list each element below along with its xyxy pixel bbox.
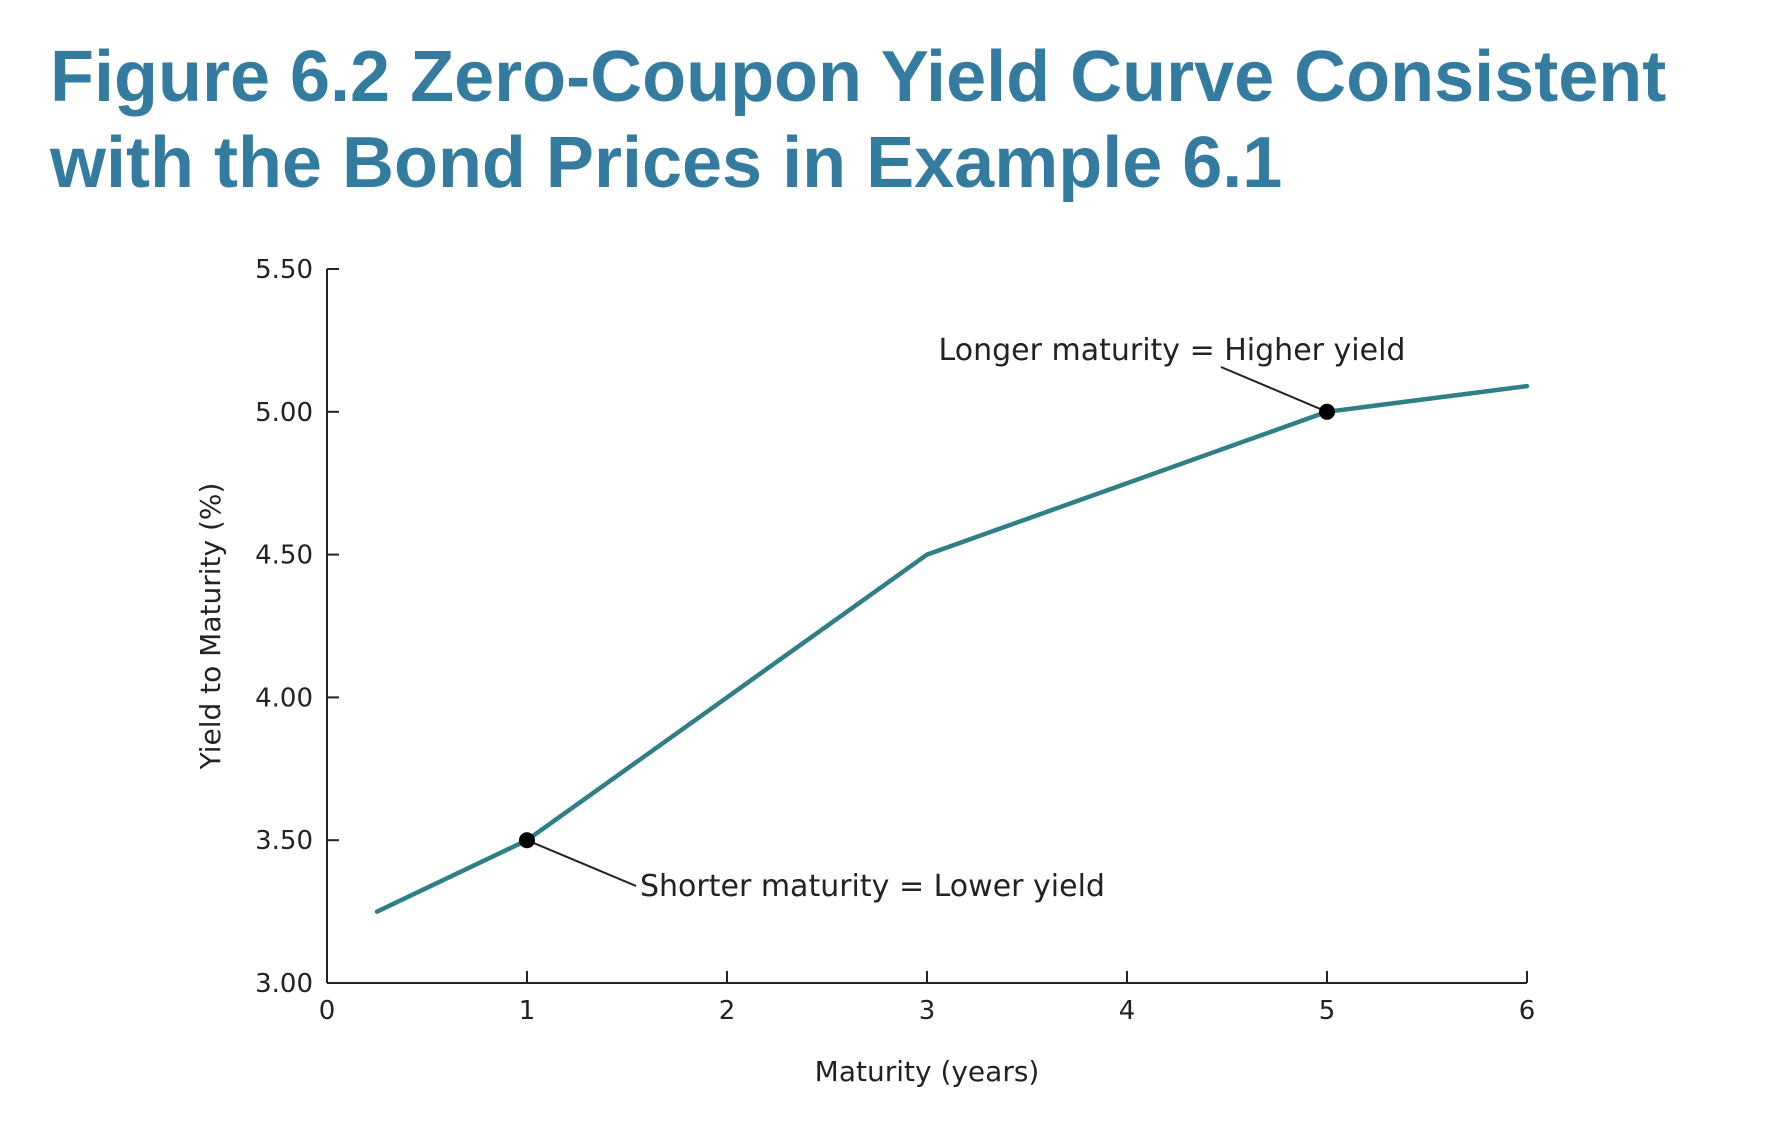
y-tick-label: 3.50 (255, 826, 313, 856)
x-tick-label: 4 (1119, 996, 1136, 1026)
figure-title-line-1: Figure 6.2 Zero-Coupon Yield Curve Consi… (50, 37, 1667, 117)
x-tick-label: 0 (319, 996, 336, 1026)
y-tick-label: 5.00 (255, 398, 313, 428)
figure-title: Figure 6.2 Zero-Coupon Yield Curve Consi… (50, 34, 1700, 206)
x-tick-label: 2 (719, 996, 736, 1026)
annotation-label: Longer maturity = Higher yield (939, 333, 1406, 368)
x-tick-label: 3 (919, 996, 936, 1026)
x-tick-label: 5 (1319, 996, 1336, 1026)
figure-title-line-2: with the Bond Prices in Example 6.1 (50, 123, 1283, 203)
annotation-leader-line (1220, 366, 1328, 413)
x-tick-label: 1 (519, 996, 536, 1026)
x-tick-label: 6 (1519, 996, 1536, 1026)
yield-curve-line (374, 383, 1530, 914)
y-axis-title: Yield to Maturity (%) (194, 483, 227, 771)
highlighted-point-marker (1319, 403, 1335, 420)
annotation-leader-line (526, 839, 637, 887)
y-tick-label: 4.00 (255, 683, 313, 713)
y-tick-label: 5.50 (255, 255, 313, 285)
x-axis-title: Maturity (years) (815, 1055, 1040, 1088)
y-tick-label: 4.50 (255, 541, 313, 571)
y-tick-label: 3.00 (255, 969, 313, 999)
annotation-label: Shorter maturity = Lower yield (640, 869, 1105, 904)
highlighted-point-marker (519, 832, 535, 849)
